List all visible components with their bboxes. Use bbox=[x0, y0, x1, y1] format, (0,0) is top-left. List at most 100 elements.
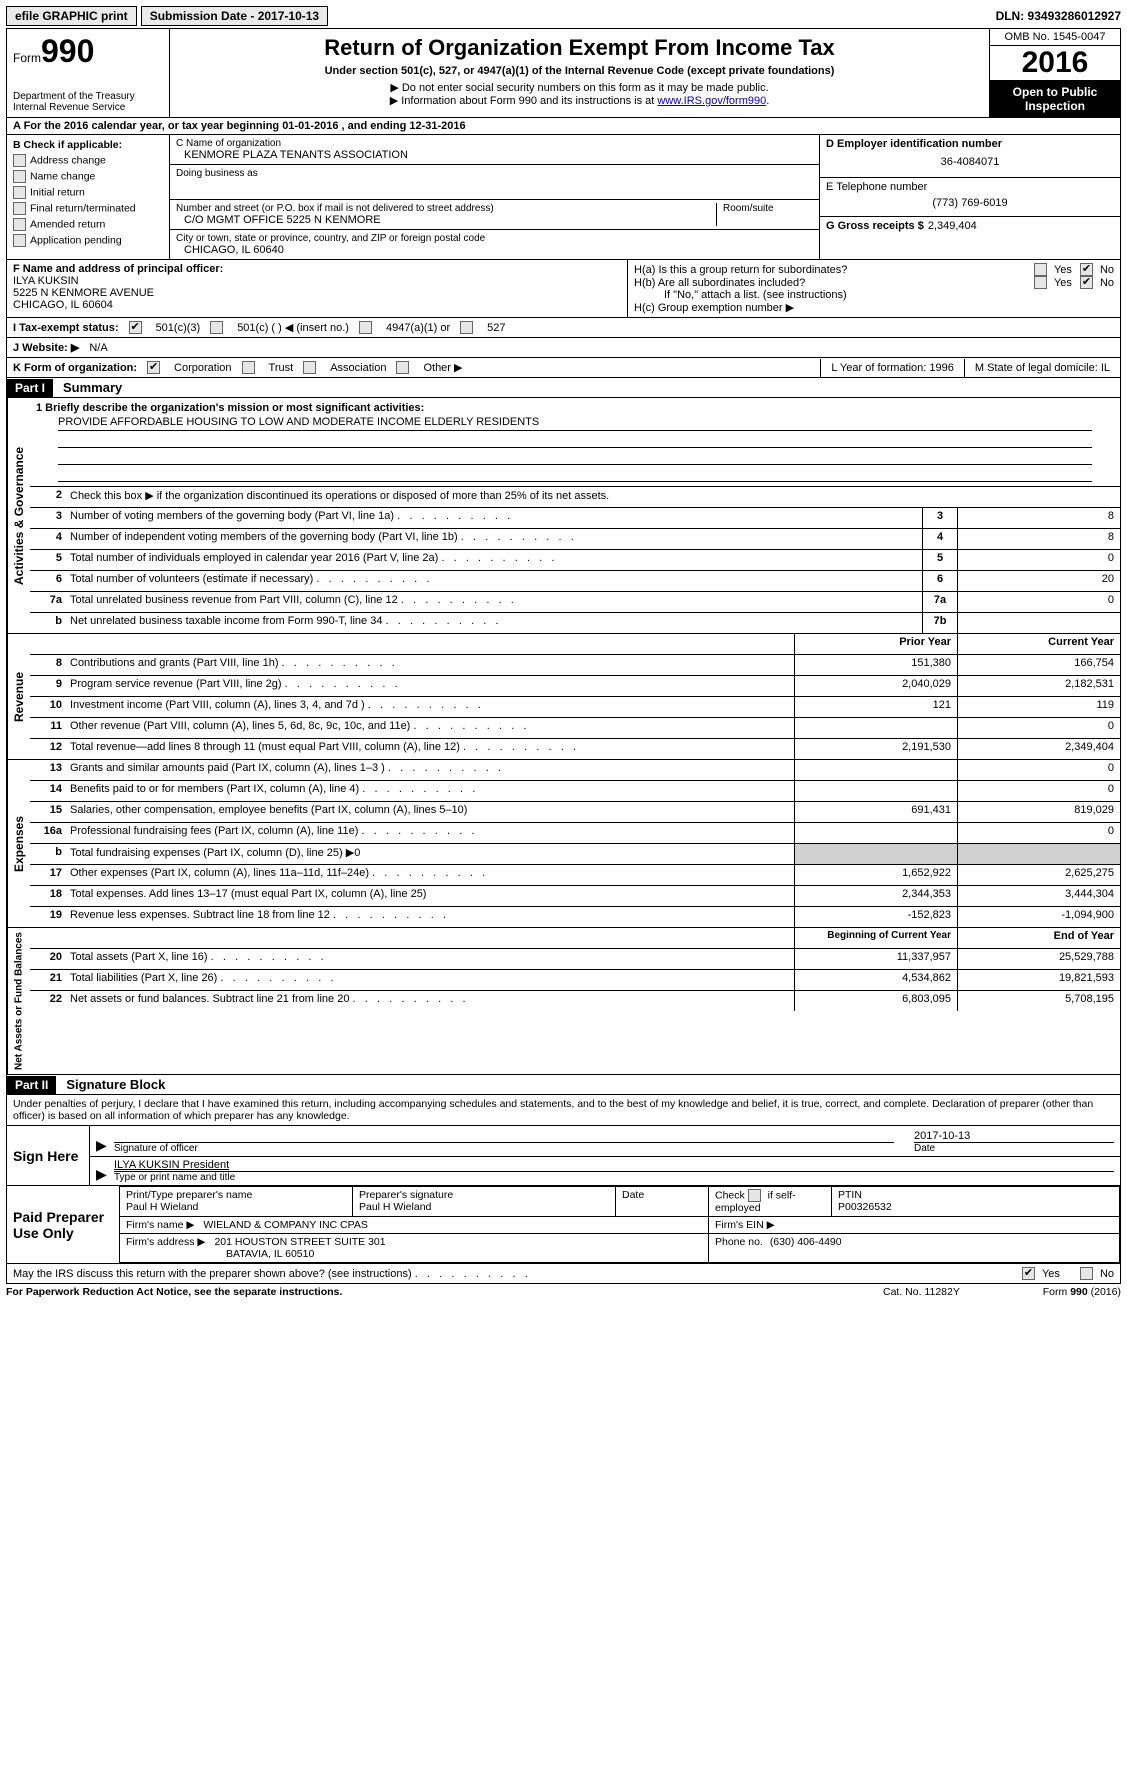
tax-year: 2016 bbox=[990, 46, 1120, 81]
current-value: -1,094,900 bbox=[957, 907, 1120, 927]
line-num: b bbox=[30, 844, 66, 864]
firm-city-value: BATAVIA, IL 60510 bbox=[126, 1248, 702, 1260]
dept-treasury: Department of the Treasury bbox=[13, 91, 163, 102]
opt-other: Other ▶ bbox=[423, 361, 462, 374]
efile-print-button[interactable]: efile GRAPHIC print bbox=[6, 6, 137, 26]
netassets-side-label: Net Assets or Fund Balances bbox=[7, 928, 30, 1074]
rev-line-10: 10 Investment income (Part VIII, column … bbox=[30, 697, 1120, 718]
paid-preparer-row: Paid Preparer Use Only Print/Type prepar… bbox=[7, 1185, 1120, 1263]
line-num: 17 bbox=[30, 865, 66, 885]
line-num: 5 bbox=[30, 550, 66, 570]
exp-line-b: b Total fundraising expenses (Part IX, c… bbox=[30, 844, 1120, 865]
501c3-checkbox[interactable] bbox=[129, 321, 142, 334]
opt-corp: Corporation bbox=[174, 362, 231, 374]
current-value: 119 bbox=[957, 697, 1120, 717]
b-item-3: Final return/terminated bbox=[30, 202, 136, 214]
part1-header-row: Part I Summary bbox=[6, 378, 1121, 398]
opt-501c: 501(c) ( ) ◀ (insert no.) bbox=[237, 321, 349, 334]
part2-badge: Part II bbox=[7, 1076, 56, 1094]
b-checkbox-3[interactable] bbox=[13, 202, 26, 215]
prior-value: 2,040,029 bbox=[794, 676, 957, 696]
header-left: Form990 Department of the Treasury Inter… bbox=[7, 29, 170, 117]
submission-date-button[interactable]: Submission Date - 2017-10-13 bbox=[141, 6, 328, 26]
ha-yes-checkbox[interactable] bbox=[1034, 263, 1047, 276]
line-num: 12 bbox=[30, 739, 66, 759]
opt-trust: Trust bbox=[269, 362, 294, 374]
city-label: City or town, state or province, country… bbox=[176, 233, 813, 244]
firm-ein-label: Firm's EIN ▶ bbox=[715, 1219, 775, 1231]
declaration-text: Under penalties of perjury, I declare th… bbox=[7, 1095, 1120, 1125]
exp-line-16a: 16a Professional fundraising fees (Part … bbox=[30, 823, 1120, 844]
sign-here-label: Sign Here bbox=[7, 1126, 89, 1185]
line-desc: Net unrelated business taxable income fr… bbox=[66, 613, 922, 633]
b-checkbox-1[interactable] bbox=[13, 170, 26, 183]
prior-value bbox=[794, 823, 957, 843]
na-line-20: 20 Total assets (Part X, line 16) 11,337… bbox=[30, 949, 1120, 970]
501c-checkbox[interactable] bbox=[210, 321, 223, 334]
exp-line-17: 17 Other expenses (Part IX, column (A), … bbox=[30, 865, 1120, 886]
trust-checkbox[interactable] bbox=[242, 361, 255, 374]
mission-blank3 bbox=[58, 467, 1092, 482]
col-begin-header: Beginning of Current Year bbox=[794, 928, 957, 948]
ha-no-checkbox[interactable] bbox=[1080, 263, 1093, 276]
4947-checkbox[interactable] bbox=[359, 321, 372, 334]
row-j-website: J Website: ▶ N/A bbox=[6, 338, 1121, 358]
end-value: 5,708,195 bbox=[957, 991, 1120, 1011]
phone-value: (773) 769-6019 bbox=[826, 193, 1114, 213]
b-checkbox-2[interactable] bbox=[13, 186, 26, 199]
hb-note: If "No," attach a list. (see instruction… bbox=[634, 289, 1114, 301]
hb-no-checkbox[interactable] bbox=[1080, 276, 1093, 289]
line-num: 14 bbox=[30, 781, 66, 801]
mission-label: 1 Briefly describe the organization's mi… bbox=[36, 402, 424, 414]
prior-value bbox=[794, 844, 957, 864]
website-value: N/A bbox=[89, 342, 107, 354]
no-label2: No bbox=[1100, 277, 1114, 289]
b-checkbox-4[interactable] bbox=[13, 218, 26, 231]
net-assets-section: Net Assets or Fund Balances Beginning of… bbox=[6, 928, 1121, 1075]
line-box-num: 7b bbox=[922, 613, 957, 633]
sig-date-value: 2017-10-13 bbox=[914, 1130, 1114, 1142]
col-current-header: Current Year bbox=[957, 634, 1120, 654]
b-item-0: Address change bbox=[30, 154, 106, 166]
note-info-period: . bbox=[766, 95, 769, 107]
prep-name-value: Paul H Wieland bbox=[126, 1201, 346, 1213]
irs-link[interactable]: www.IRS.gov/form990 bbox=[657, 95, 766, 107]
omb-number: OMB No. 1545-0047 bbox=[990, 29, 1120, 46]
line-value: 8 bbox=[957, 508, 1120, 528]
open-to-public: Open to Public Inspection bbox=[990, 81, 1120, 117]
line-desc: Total number of individuals employed in … bbox=[66, 550, 922, 570]
b-checkbox-0[interactable] bbox=[13, 154, 26, 167]
corp-checkbox[interactable] bbox=[147, 361, 160, 374]
prep-name-label: Print/Type preparer's name bbox=[126, 1189, 346, 1201]
street-value: C/O MGMT OFFICE 5225 N KENMORE bbox=[176, 214, 716, 226]
form-title: Return of Organization Exempt From Incom… bbox=[180, 35, 979, 61]
ptin-value: P00326532 bbox=[838, 1201, 1113, 1213]
discuss-row: May the IRS discuss this return with the… bbox=[6, 1264, 1121, 1284]
line-num: 9 bbox=[30, 676, 66, 696]
section-b-header: B Check if applicable: bbox=[13, 139, 163, 151]
self-employed-checkbox[interactable] bbox=[748, 1189, 761, 1202]
sig-arrow2-icon: ▶ bbox=[96, 1166, 114, 1183]
city-value: CHICAGO, IL 60640 bbox=[176, 244, 813, 256]
row-k-org-form: K Form of organization: Corporation Trus… bbox=[6, 358, 1121, 378]
line-num: 11 bbox=[30, 718, 66, 738]
b-checkbox-5[interactable] bbox=[13, 234, 26, 247]
ag-line-7b: b Net unrelated business taxable income … bbox=[30, 613, 1120, 633]
discuss-yes-checkbox[interactable] bbox=[1022, 1267, 1035, 1280]
section-c: C Name of organization KENMORE PLAZA TEN… bbox=[170, 135, 819, 259]
current-value bbox=[957, 844, 1120, 864]
hc-label: H(c) Group exemption number ▶ bbox=[634, 301, 1114, 314]
prior-value bbox=[794, 718, 957, 738]
other-checkbox[interactable] bbox=[396, 361, 409, 374]
line-num: 4 bbox=[30, 529, 66, 549]
527-checkbox[interactable] bbox=[460, 321, 473, 334]
current-value: 0 bbox=[957, 718, 1120, 738]
rev-line-9: 9 Program service revenue (Part VIII, li… bbox=[30, 676, 1120, 697]
assoc-checkbox[interactable] bbox=[303, 361, 316, 374]
prior-value: 121 bbox=[794, 697, 957, 717]
inspection-line2: Inspection bbox=[992, 99, 1118, 113]
discuss-no-checkbox[interactable] bbox=[1080, 1267, 1093, 1280]
hb-yes-checkbox[interactable] bbox=[1034, 276, 1047, 289]
line-num: 16a bbox=[30, 823, 66, 843]
exp-line-15: 15 Salaries, other compensation, employe… bbox=[30, 802, 1120, 823]
